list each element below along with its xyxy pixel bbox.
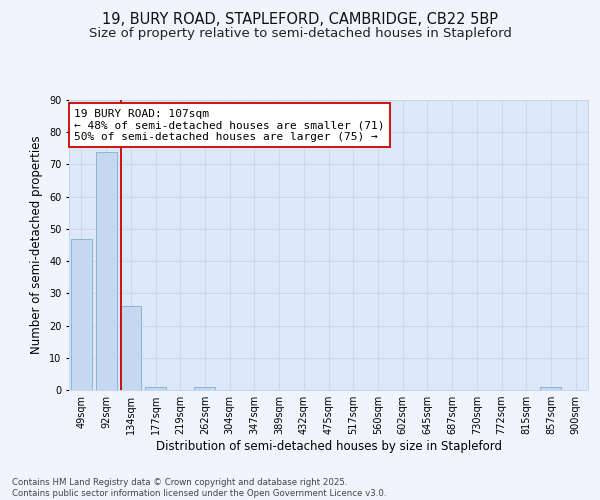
Y-axis label: Number of semi-detached properties: Number of semi-detached properties [31,136,43,354]
Bar [541,387,562,390]
Text: Size of property relative to semi-detached houses in Stapleford: Size of property relative to semi-detach… [89,28,511,40]
Text: Contains HM Land Registry data © Crown copyright and database right 2025.
Contai: Contains HM Land Registry data © Crown c… [12,478,386,498]
Bar [194,387,215,390]
Text: 19 BURY ROAD: 107sqm
← 48% of semi-detached houses are smaller (71)
50% of semi-: 19 BURY ROAD: 107sqm ← 48% of semi-detac… [74,108,385,142]
Text: 19, BURY ROAD, STAPLEFORD, CAMBRIDGE, CB22 5BP: 19, BURY ROAD, STAPLEFORD, CAMBRIDGE, CB… [102,12,498,28]
Bar [145,387,166,390]
X-axis label: Distribution of semi-detached houses by size in Stapleford: Distribution of semi-detached houses by … [155,440,502,453]
Bar [120,306,141,390]
Bar [71,238,92,390]
Bar [95,152,116,390]
